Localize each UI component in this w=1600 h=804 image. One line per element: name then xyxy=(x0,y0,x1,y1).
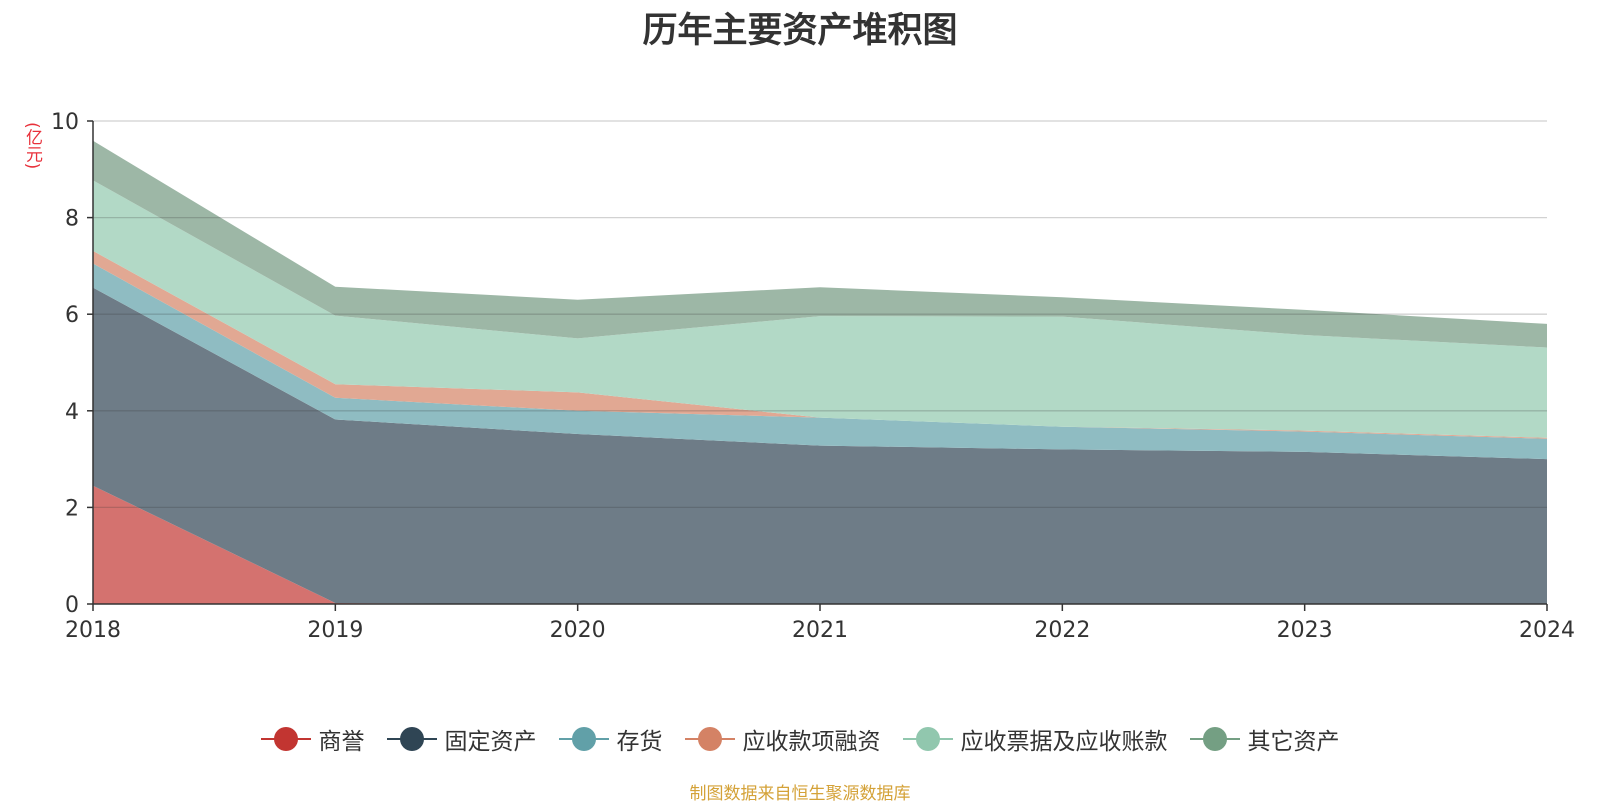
y-tick-label-3: 6 xyxy=(65,303,79,328)
area-series-0 xyxy=(93,485,1547,604)
plot-area: 0 2 4 6 8 10 2018 2019 2020 2021 2022 2023 2024 xyxy=(51,110,1575,643)
chart-title: 历年主要资产堆积图 xyxy=(642,11,958,51)
legend-label: 固定资产 xyxy=(444,729,537,755)
legend-item-2[interactable]: 存货 xyxy=(558,722,663,756)
legend-marker-icon xyxy=(558,727,609,751)
area-series-1 xyxy=(93,287,1547,604)
area-series-4 xyxy=(93,180,1547,438)
legend-item-0[interactable]: 商誉 xyxy=(260,722,365,756)
area-series-2 xyxy=(93,263,1547,460)
area-series-5 xyxy=(93,140,1547,348)
x-tick-label-1: 2019 xyxy=(307,618,363,643)
legend-marker-icon xyxy=(684,727,735,751)
y-tick-label-0: 0 xyxy=(65,593,79,618)
x-tick-label-2: 2020 xyxy=(550,618,606,643)
legend-label: 其它资产 xyxy=(1247,729,1340,755)
x-tick-label-5: 2023 xyxy=(1277,618,1333,643)
x-tick-label-0: 2018 xyxy=(65,618,121,643)
legend-marker-icon xyxy=(902,727,953,751)
legend-item-4[interactable]: 应收票据及应收账款 xyxy=(902,722,1168,756)
legend: 商誉 固定资产 存货 应收款项融资 应收票据及应收账款 其它资产 xyxy=(0,722,1600,756)
legend-label: 存货 xyxy=(616,729,663,755)
legend-label: 商誉 xyxy=(318,729,365,755)
y-tick-label-5: 10 xyxy=(51,110,79,135)
y-tick-label-1: 2 xyxy=(65,496,79,521)
legend-item-1[interactable]: 固定资产 xyxy=(386,722,537,756)
y-axis-unit: (亿元) xyxy=(22,122,42,170)
x-tick-label-4: 2022 xyxy=(1034,618,1090,643)
legend-marker-icon xyxy=(260,727,311,751)
legend-label: 应收款项融资 xyxy=(742,729,881,755)
y-tick-label-4: 8 xyxy=(65,207,79,232)
area-series-3 xyxy=(93,250,1547,439)
legend-marker-icon xyxy=(1189,727,1240,751)
legend-item-5[interactable]: 其它资产 xyxy=(1189,722,1340,756)
y-tick-label-2: 4 xyxy=(65,400,79,425)
x-tick-label-6: 2024 xyxy=(1519,618,1575,643)
legend-item-3[interactable]: 应收款项融资 xyxy=(684,722,881,756)
legend-marker-icon xyxy=(386,727,437,751)
x-tick-label-3: 2021 xyxy=(792,618,848,643)
legend-label: 应收票据及应收账款 xyxy=(960,729,1168,755)
source-note: 制图数据来自恒生聚源数据库 xyxy=(689,784,911,804)
